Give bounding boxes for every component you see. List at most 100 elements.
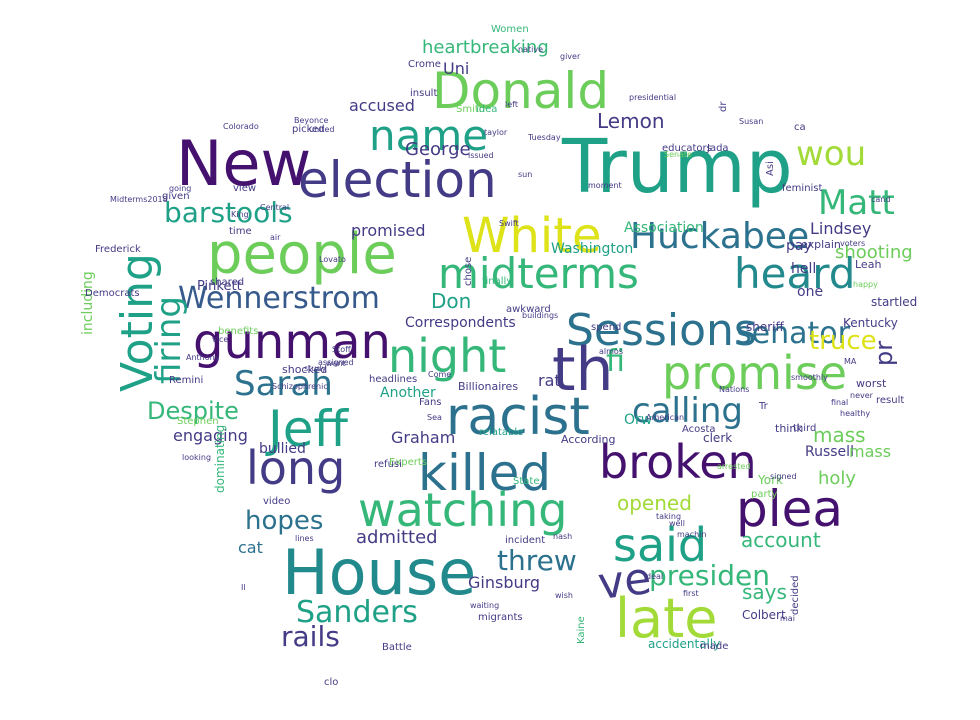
word-relatable: relatable: [479, 427, 523, 438]
word-central: Central: [260, 203, 289, 212]
word-time: time: [229, 226, 252, 237]
word-kaine: Kaine: [576, 616, 587, 644]
word-lindsey: Lindsey: [810, 219, 871, 238]
word-heard: heard: [734, 249, 855, 298]
word-crome: Crome: [408, 59, 441, 70]
word-says: says: [742, 580, 787, 604]
word-name: name: [369, 111, 488, 160]
word-stephen: Stephen: [177, 416, 219, 427]
word-election: election: [298, 151, 497, 209]
word-midterms2018: Midterms2018: [110, 195, 168, 204]
word-final: final: [831, 398, 848, 407]
word-firing: firing: [149, 296, 189, 384]
word-clerk: clerk: [703, 431, 732, 445]
word-account: account: [741, 528, 821, 552]
word-pr: pr: [870, 341, 898, 366]
word-fans: Fans: [419, 397, 442, 408]
word-engaging: engaging: [173, 426, 248, 445]
word-sarah: Sarah: [234, 364, 333, 404]
word-study: study: [304, 364, 326, 373]
word-york: York: [757, 473, 783, 487]
word-threw: threw: [497, 544, 577, 577]
word-united: united: [309, 125, 335, 134]
word-billionaires: Billionaires: [458, 380, 518, 393]
word-ve: ve: [595, 553, 654, 610]
word-lines: lines: [295, 534, 314, 543]
word-promised: promised: [351, 221, 426, 240]
word-moment: moment: [588, 181, 622, 190]
word-including: including: [80, 271, 96, 335]
word-issued: issued: [468, 151, 494, 160]
word-susan: Susan: [739, 117, 763, 126]
word-migrants: migrants: [478, 612, 523, 623]
word-voting: Voting: [112, 253, 163, 392]
word-holy: holy: [818, 468, 856, 489]
word-cat: cat: [238, 538, 263, 557]
word-uni: Uni: [443, 59, 469, 78]
word-correspondents: Correspondents: [405, 315, 516, 331]
word-cand: cand: [871, 195, 890, 204]
word-headlines: headlines: [369, 374, 417, 385]
word-senator: senator: [736, 316, 851, 351]
word-asi: Asi: [765, 161, 776, 176]
word-shooting: shooting: [835, 242, 913, 263]
word-well: well: [669, 519, 685, 528]
word-state: State: [513, 476, 539, 487]
word-startled: startled: [871, 295, 917, 309]
word-admitted: admitted: [356, 527, 438, 548]
word-refusi: refusi: [374, 459, 402, 470]
word-sun: sun: [518, 170, 532, 179]
word-rails: rails: [281, 620, 340, 653]
word-presidential: presidential: [629, 93, 676, 102]
word-nations: Nations: [719, 385, 749, 394]
word-despite: Despite: [147, 397, 239, 425]
word-king: King: [231, 210, 249, 219]
word-opened: opened: [617, 491, 692, 515]
word-presiden: presiden: [649, 559, 770, 592]
word-sea: Sea: [427, 413, 442, 422]
word-machin: machin: [677, 530, 706, 539]
word-dominating: dominating: [213, 425, 227, 493]
word-russell: Russell: [805, 444, 854, 460]
word-looking: looking: [182, 453, 211, 462]
word-almos: almos: [599, 347, 623, 356]
word-watching: watching: [358, 483, 567, 537]
word-mass: mass: [849, 442, 891, 461]
word-happy: happy: [853, 280, 878, 289]
word-voters: voters: [840, 239, 865, 248]
word-george: George: [405, 139, 471, 160]
word-made: made: [700, 641, 728, 652]
word-ma: MA: [844, 357, 857, 366]
word-long: long: [246, 441, 345, 495]
word-hell: hell: [791, 261, 816, 277]
word-white: White: [462, 208, 602, 264]
word-barstools: barstools: [164, 196, 293, 229]
word-acosta: Acosta: [682, 424, 716, 435]
word-gunman: gunman: [193, 314, 391, 370]
word-worst: worst: [856, 377, 887, 390]
word-feminist: feminist: [782, 183, 823, 194]
word-heartbreaking: heartbreaking: [422, 37, 549, 58]
word-giver: giver: [560, 52, 581, 61]
word-nash: nash: [553, 532, 572, 541]
word-sanders: Sanders: [296, 595, 418, 630]
word-third: third: [793, 423, 816, 434]
word-rat: rat: [538, 371, 561, 390]
word-spend: spend: [591, 322, 621, 333]
word-taylor: taylor: [484, 128, 508, 137]
word-bullied: bullied: [259, 441, 306, 457]
word-remini: Remini: [169, 375, 203, 386]
word-want: want: [326, 359, 346, 368]
word-il: Il: [241, 583, 246, 592]
word-waiting: waiting: [470, 601, 499, 610]
word-anthony: Anthony: [186, 353, 220, 362]
word-assigned: assigned: [318, 358, 354, 367]
word-orw: Orw: [624, 412, 652, 428]
word-house: House: [282, 536, 476, 609]
word-picked: picked: [292, 124, 325, 135]
word-new: New: [176, 127, 311, 200]
word-taking: taking: [656, 512, 681, 521]
word-dr: dr: [718, 101, 729, 112]
word-don: Don: [431, 289, 471, 313]
